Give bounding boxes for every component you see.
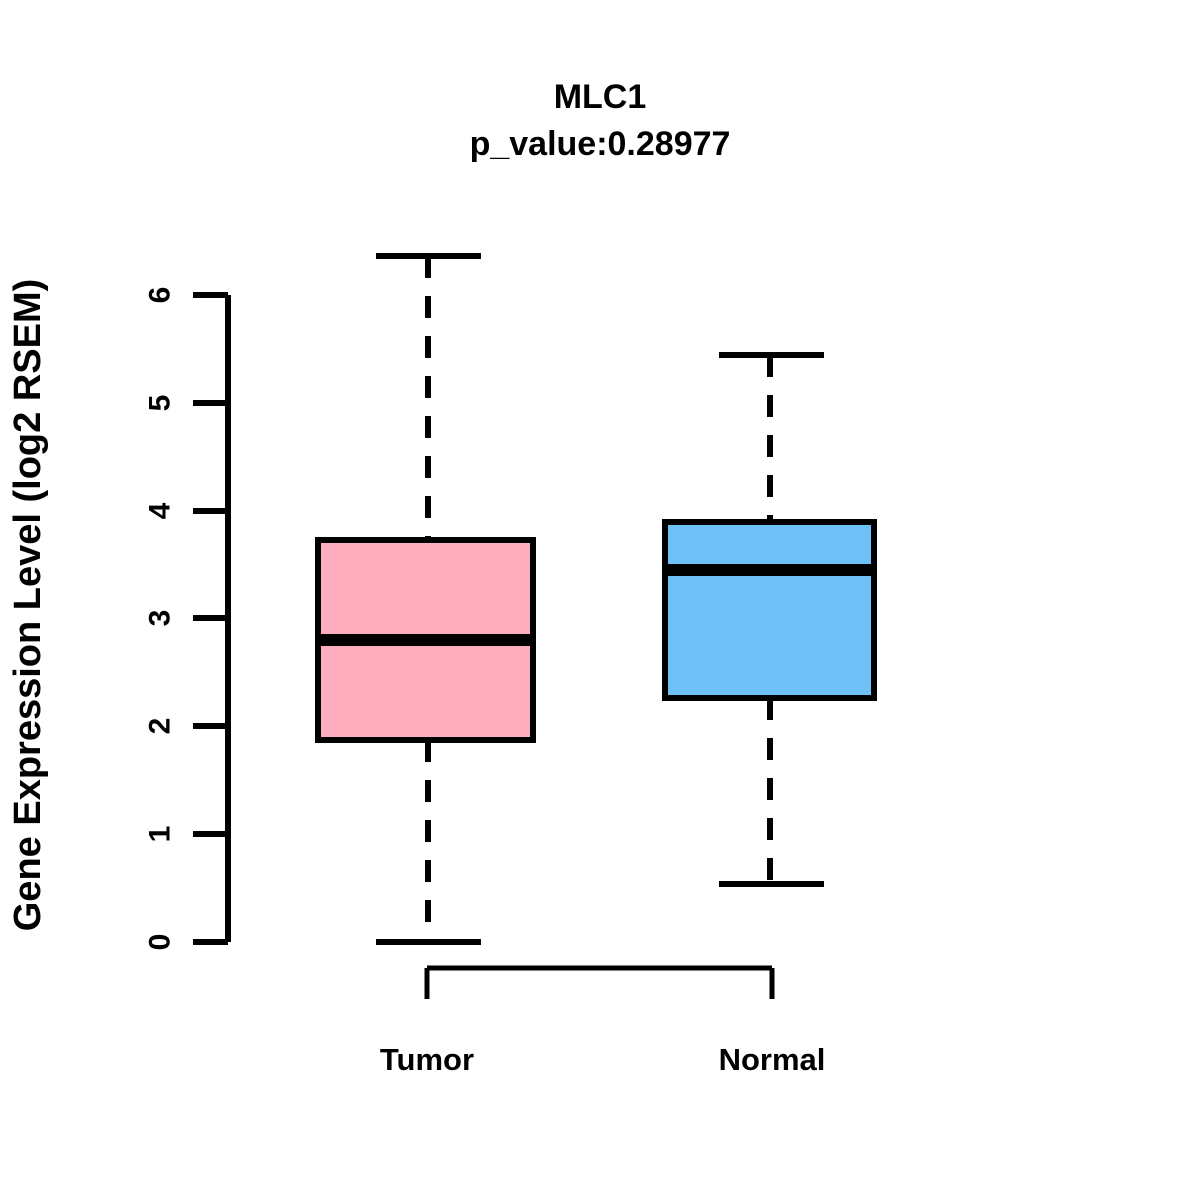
y-axis-label: Gene Expression Level (log2 RSEM) — [7, 279, 49, 932]
y-axis-tick-labels: 0 1 2 3 4 5 6 — [144, 287, 177, 951]
y-tick-label-2: 2 — [144, 718, 177, 735]
y-axis-ticks — [193, 292, 228, 945]
chart-subtitle: p_value:0.28977 — [470, 125, 731, 163]
x-axis-label-normal: Normal — [719, 1042, 826, 1077]
y-tick-label-3: 3 — [144, 610, 177, 627]
y-tick-label-6: 6 — [144, 287, 177, 304]
box-group-normal[interactable] — [662, 352, 877, 887]
y-tick-label-1: 1 — [144, 826, 177, 843]
x-axis-bracket — [424, 965, 775, 999]
x-axis-label-tumor: Tumor — [380, 1042, 474, 1077]
chart-title: MLC1 — [554, 78, 647, 116]
y-tick-label-0: 0 — [144, 934, 177, 951]
y-tick-label-4: 4 — [144, 502, 177, 519]
box-rect-normal[interactable] — [662, 519, 877, 701]
y-tick-label-5: 5 — [144, 395, 177, 412]
box-group-tumor[interactable] — [315, 253, 536, 945]
